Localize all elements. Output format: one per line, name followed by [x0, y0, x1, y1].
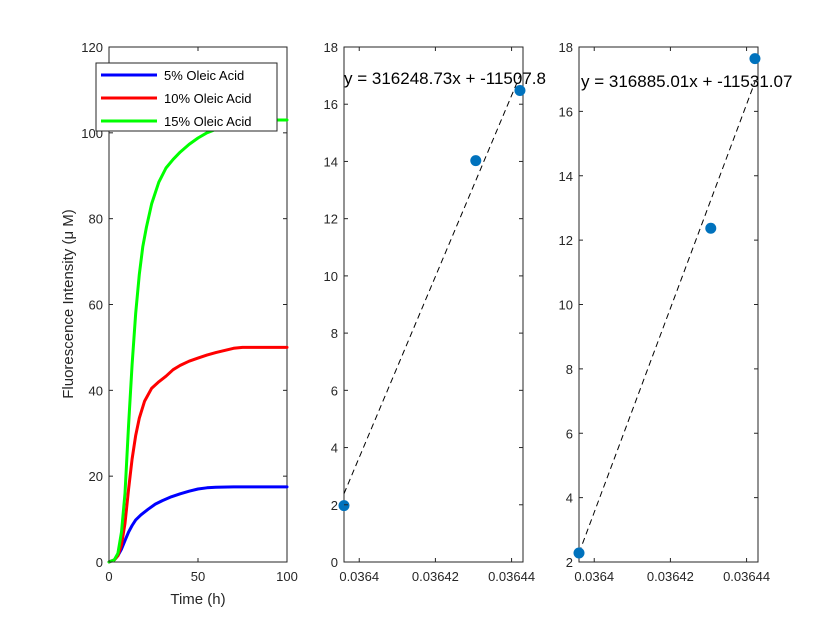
panel-3-data-point [573, 547, 585, 559]
panel-1-x-tick-label: 100 [276, 569, 298, 584]
panel-2-x-tick-label: 0.03642 [412, 569, 459, 584]
panel-1-axes-box [108, 46, 288, 563]
panel-1-y-tick-label: 60 [89, 298, 103, 313]
panel-2-fit-line [343, 75, 521, 494]
series-line-2 [107, 345, 289, 564]
panel-3-x-tick-label: 0.03642 [647, 569, 694, 584]
panel-1-x-tick-label: 50 [191, 569, 205, 584]
panel-1-x-tick-label: 0 [105, 569, 112, 584]
panel-2-ticks: 0.0364 0.03642 0.03644 0 2 4 6 8 10 12 14 16 18 [324, 40, 536, 584]
panel-3-data-point [749, 53, 761, 65]
panel-2-marks [338, 75, 526, 512]
panel-3-fit-equation: y = 316885.01x + -11531.07 [581, 72, 792, 91]
panel-1-y-tick-label: 0 [96, 555, 103, 570]
panel-2-x-tick-label: 0.0364 [339, 569, 379, 584]
legend-label-10pct: 10% Oleic Acid [164, 91, 251, 106]
panel-3-y-tick-label: 18 [559, 40, 573, 55]
panel-3-data-point [705, 222, 717, 234]
panel-2-y-tick-label: 14 [324, 154, 338, 169]
panel-3-y-tick-label: 2 [566, 555, 573, 570]
panel-2-y-tick-label: 12 [324, 212, 338, 227]
panel-2-y-tick-label: 10 [324, 269, 338, 284]
panel-2-axes-box [343, 46, 524, 563]
panel-2-y-tick-label: 0 [331, 555, 338, 570]
panel-1-x-axis-label: Time (h) [170, 591, 225, 608]
legend-label-5pct: 5% Oleic Acid [164, 68, 244, 83]
legend-label-15pct: 15% Oleic Acid [164, 114, 251, 129]
panel-2-y-tick-label: 2 [331, 498, 338, 513]
panel-3-scatter-chart: 0.0364 0.03642 0.03644 2 4 6 8 10 12 14 16 18 y = 3… [559, 40, 793, 584]
panel-3-marks [573, 53, 761, 559]
panel-3-x-tick-label: 0.0364 [574, 569, 614, 584]
panel-3-y-tick-label: 4 [566, 491, 573, 506]
panel-2-data-point [514, 84, 526, 96]
panel-3-y-tick-label: 10 [559, 298, 573, 313]
panel-2-y-tick-label: 4 [331, 441, 338, 456]
panel-2-data-point [338, 500, 350, 512]
panel-3-y-tick-label: 14 [559, 169, 573, 184]
series-line-1 [107, 485, 289, 564]
panel-3-axes-box [578, 46, 759, 563]
panel-3-y-tick-label: 8 [566, 362, 573, 377]
panel-2-x-tick-label: 0.03644 [488, 569, 535, 584]
panel-2-fit-equation: y = 316248.73x + -11507.8 [344, 69, 546, 88]
panel-3-ticks: 0.0364 0.03642 0.03644 2 4 6 8 10 12 14 16 18 [559, 40, 771, 584]
panel-1-y-axis-label: Fluorescence Intensity (μ M) [60, 209, 77, 399]
panel-1-y-tick-label: 20 [89, 469, 103, 484]
panel-2-y-tick-label: 8 [331, 326, 338, 341]
panel-3-y-tick-label: 16 [559, 104, 573, 119]
panel-3-y-tick-label: 12 [559, 233, 573, 248]
panel-2-data-point [470, 155, 482, 167]
panel-2-y-tick-label: 6 [331, 383, 338, 398]
panel-2-scatter-chart: 0.0364 0.03642 0.03644 0 2 4 6 8 10 12 14 16 18 y = … [324, 40, 546, 584]
panel-3-fit-line [578, 81, 756, 554]
panel-1-y-tick-label: 40 [89, 383, 103, 398]
legend: 5% Oleic Acid 10% Oleic Acid 15% Oleic A… [95, 62, 278, 132]
panel-3-y-tick-label: 6 [566, 426, 573, 441]
panel-2-y-tick-label: 16 [324, 97, 338, 112]
panel-1-y-tick-label: 120 [81, 40, 103, 55]
panel-2-y-tick-label: 18 [324, 40, 338, 55]
panel-3-x-tick-label: 0.03644 [723, 569, 770, 584]
panel-1-y-tick-label: 80 [89, 212, 103, 227]
